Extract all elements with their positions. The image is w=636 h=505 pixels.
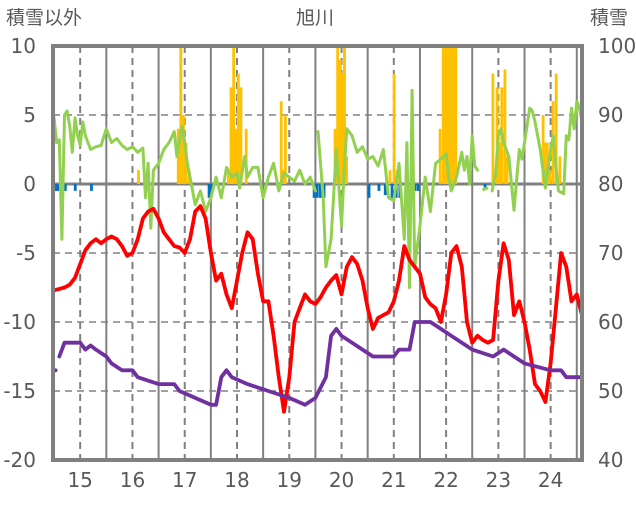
y-left-tick-label: 0 [23,172,36,196]
y-right-tick-label: 100 [598,34,636,58]
bar-orange [503,69,507,184]
y-left-tick-label: 10 [11,34,36,58]
bar-blue [73,184,77,191]
bar-orange [388,170,392,184]
bar-orange [227,170,230,184]
bars [55,46,562,198]
bar-orange [543,142,547,184]
y-right-tick-label: 90 [598,103,623,127]
bar-orange [232,46,236,184]
y-left-tick-label: 5 [23,103,36,127]
x-tick-label: 15 [67,468,92,492]
bar-orange [446,46,449,184]
y-right-tick-label: 50 [598,379,623,403]
bar-orange [236,73,240,184]
bar-blue [383,184,387,196]
bar-orange [283,115,287,184]
x-tick-label: 18 [224,468,249,492]
series-green-line [490,99,584,212]
bar-orange [505,156,509,184]
bar-orange [452,46,456,184]
bar-orange [179,46,183,184]
bar-blue [90,184,93,191]
series-purple-line [57,320,584,407]
bar-orange [392,73,396,184]
bar-orange [497,142,501,184]
bar-orange [450,46,454,184]
left-axis-title: 積雪以外 [6,7,82,29]
y-right-tick-label: 80 [598,172,623,196]
bar-orange [182,115,185,184]
bar-orange [441,46,445,184]
x-tick-label: 20 [329,468,354,492]
x-tick-label: 17 [172,468,197,492]
bar-orange [443,46,447,184]
bar-orange [239,87,243,184]
bar-blue [57,184,60,191]
y-left-tick-label: -15 [3,379,36,403]
y-right-tick-label: 60 [598,310,623,334]
x-tick-label: 19 [277,468,302,492]
bar-orange [229,87,233,184]
bar-orange [541,115,545,184]
bar-blue [55,184,58,191]
right-axis-title: 積雪 [590,7,628,29]
x-tick-label: 16 [120,468,145,492]
bar-blue [207,184,211,198]
bar-blue [63,184,67,191]
series-green-line [316,88,479,289]
y-right-tick-label: 40 [598,448,623,472]
plot-border [51,44,584,462]
x-tick-label: 21 [381,468,406,492]
bar-orange [558,156,562,184]
bar-orange [234,128,238,184]
x-tick-label: 22 [433,468,458,492]
plot-frame [51,44,584,462]
bar-orange [438,128,442,184]
bar-orange [454,46,458,184]
series-red-line [52,204,584,414]
bar-orange [279,101,283,184]
bar-blue [483,184,487,189]
bar-orange [491,73,495,184]
y-left-tick-label: -20 [3,448,36,472]
bar-orange [338,59,342,184]
bar-blue [390,184,394,198]
lines [51,88,584,414]
bar-orange [336,46,340,184]
bar-blue [315,184,319,198]
chart-title: 旭川 [296,7,334,29]
bar-orange [554,73,558,184]
bar-blue [367,184,371,198]
bar-orange [448,46,451,184]
x-tick-label: 24 [538,468,563,492]
y-right-tick-label: 70 [598,241,623,265]
bar-blue [416,184,420,191]
bar-blue [319,184,322,198]
bar-orange [137,170,140,184]
bar-orange [345,156,348,184]
bar-orange [340,73,344,184]
series-green-line [52,109,317,241]
series-green-line [482,186,489,191]
bar-blue [377,184,381,191]
bar-orange [343,46,346,184]
y-left-tick-label: -5 [16,241,36,265]
bar-orange [548,170,552,184]
y-left-tick-label: -10 [3,310,36,334]
x-tick-label: 23 [486,468,511,492]
